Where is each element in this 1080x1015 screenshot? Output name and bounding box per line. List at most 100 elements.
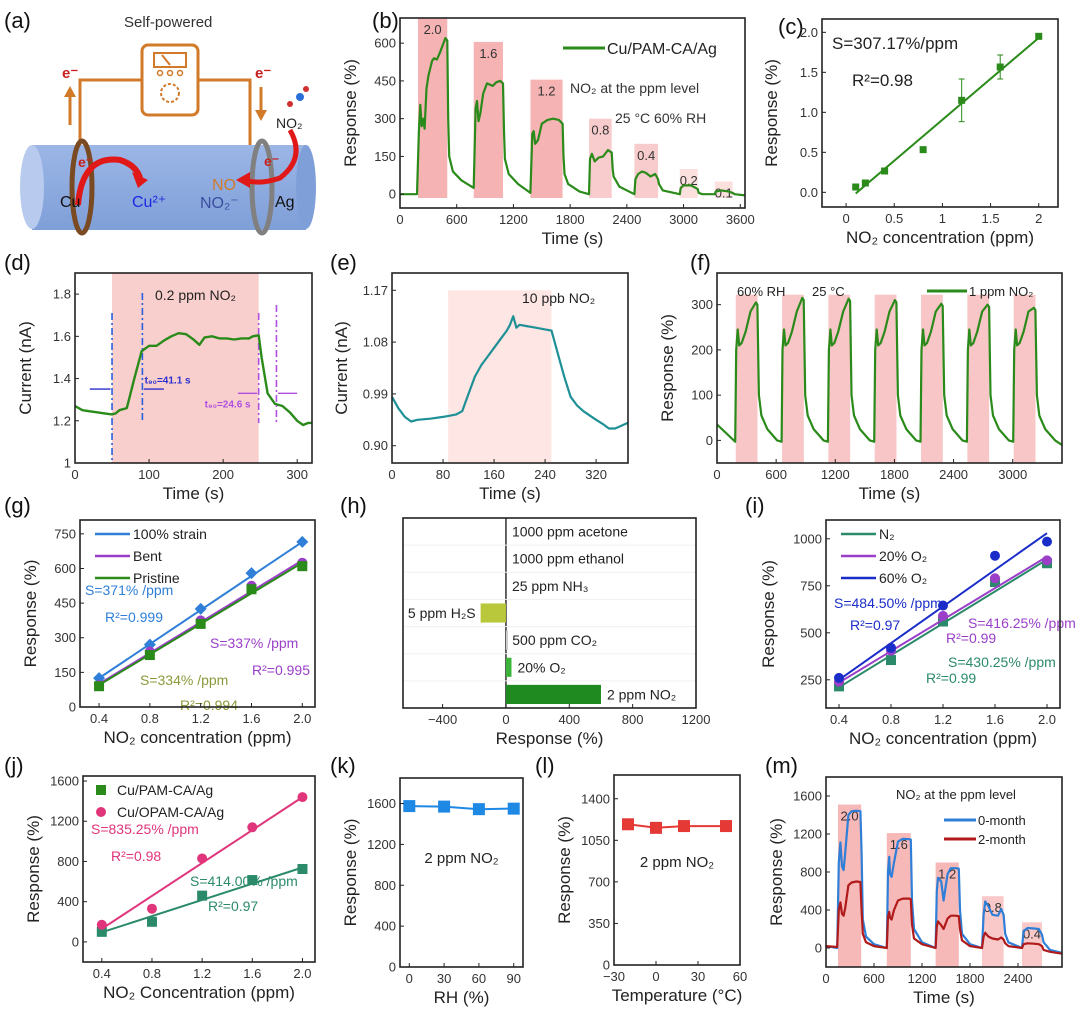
plot-frame xyxy=(74,272,313,464)
data-point xyxy=(1042,536,1052,547)
plot-frame xyxy=(82,775,316,963)
y-tick-label: 400 xyxy=(57,894,79,909)
data-point xyxy=(834,672,844,683)
data-point xyxy=(720,820,732,833)
y-tick-label: 150 xyxy=(374,149,396,164)
legend-label: 0-month xyxy=(978,813,1026,828)
y-axis-label: Response (%) xyxy=(341,59,360,167)
y-tick-label: 250 xyxy=(800,672,822,687)
annotation: t₉₀=24.6 s xyxy=(205,400,251,411)
arrowhead-icon xyxy=(132,172,148,188)
x-tick-label: 1200 xyxy=(682,712,711,727)
x-axis-label: Time (s) xyxy=(479,484,541,503)
data-point xyxy=(996,63,1004,71)
x-tick-label: 1800 xyxy=(956,971,985,986)
x-tick-label: 400 xyxy=(558,712,580,727)
x-tick-label: 0 xyxy=(406,971,413,986)
no2-molecule-icon xyxy=(287,86,309,107)
panel-a-schematic: Self-powered e⁻ e⁻ N xyxy=(20,14,316,236)
y-tick-label: 600 xyxy=(54,561,76,576)
data-point xyxy=(678,820,690,833)
category-label: 5 ppm H₂S xyxy=(408,605,476,621)
category-label: 500 ppm CO₂ xyxy=(512,632,597,648)
legend-label: 60% O₂ xyxy=(879,570,927,586)
y-tick-label: 0.90 xyxy=(363,438,388,453)
category-label: 1000 ppm ethanol xyxy=(512,551,624,567)
annotation: S=307.17%/ppm xyxy=(832,34,958,53)
x-tick-label: 1800 xyxy=(556,212,585,227)
fit-annotation: R²=0.995 xyxy=(252,662,310,678)
annotation: 10 ppb NO₂ xyxy=(522,290,595,306)
exposure-region xyxy=(838,804,862,967)
plot-frame xyxy=(399,17,746,209)
x-tick-label: 0 xyxy=(502,712,509,727)
x-tick-label: 80 xyxy=(436,467,450,482)
response-line xyxy=(409,805,514,811)
wire-right xyxy=(198,78,252,145)
current-curve xyxy=(391,315,629,430)
plot-frame xyxy=(821,18,1059,208)
y-tick-label: 1 xyxy=(64,456,71,471)
y-tick-label: 350 xyxy=(588,916,610,931)
exposure-region xyxy=(448,290,552,463)
y-tick-label: 1600 xyxy=(50,774,79,789)
data-point xyxy=(96,919,107,930)
y-tick-label: 1.08 xyxy=(363,335,388,350)
data-point xyxy=(958,96,966,104)
x-tick-label: 0 xyxy=(71,467,78,482)
ag-label: Ag xyxy=(275,194,295,211)
concentration-label: 0.8 xyxy=(984,900,1002,915)
plot-frame xyxy=(391,272,629,464)
panel-label-k: (k) xyxy=(330,753,356,778)
annotation: 0.2 ppm NO₂ xyxy=(155,287,236,303)
data-point xyxy=(245,567,258,580)
concentration-label: 1.6 xyxy=(479,46,497,61)
x-tick-label: 0 xyxy=(713,467,720,482)
y-tick-label: 0.0 xyxy=(800,185,818,200)
y-tick-label: 0 xyxy=(69,700,76,715)
y-tick-label: 1.8 xyxy=(53,287,71,302)
fit-annotation: R²=0.98 xyxy=(111,848,161,864)
panel-label-d: (d) xyxy=(4,250,31,275)
x-tick-label: 0 xyxy=(652,969,659,984)
x-tick-label: 600 xyxy=(863,971,885,986)
x-tick-label: 300 xyxy=(286,467,308,482)
wire-left xyxy=(78,78,142,145)
y-axis-label: Response (%) xyxy=(658,314,677,422)
fit-annotation: S=334% /ppm xyxy=(140,672,228,688)
fiber-cylinder xyxy=(20,145,316,230)
data-point xyxy=(507,802,520,815)
data-point xyxy=(146,903,157,914)
x-tick-label: 1.2 xyxy=(192,711,210,726)
x-tick-label: 2 xyxy=(1035,211,1042,226)
concentration-label: 0.1 xyxy=(715,186,733,201)
data-point xyxy=(919,146,927,154)
y-tick-label: 0 xyxy=(603,958,610,973)
fit-annotation: S=430.25% /ppm xyxy=(948,654,1056,670)
panel-labels: (a) (b) (c) (d) (e) (f) (g) (h) (i) (j) (k) (l) (m) xyxy=(4,8,804,778)
category-label: 20% O₂ xyxy=(517,659,565,675)
response-line xyxy=(627,823,726,829)
cu-electrode-ring xyxy=(69,138,95,236)
panel-label-b: (b) xyxy=(372,8,399,33)
data-point xyxy=(1035,32,1043,40)
fit-annotation: R²=0.99 xyxy=(926,670,976,686)
concentration-label: 0.4 xyxy=(637,148,655,163)
response-curve xyxy=(825,880,1063,955)
data-point xyxy=(1042,555,1052,566)
self-powered-title: Self-powered xyxy=(124,14,212,31)
x-tick-label: 600 xyxy=(765,467,787,482)
panel-label-e: (e) xyxy=(330,250,357,275)
legend-label: Pristine xyxy=(133,570,180,586)
exposure-region xyxy=(1013,294,1036,463)
exposure-region xyxy=(679,168,698,198)
bar xyxy=(505,657,512,677)
legend-label: 100% strain xyxy=(133,526,207,542)
y-axis-label: Response (%) xyxy=(767,818,786,926)
fit-annotation: S=414.00% /ppm xyxy=(190,873,298,889)
y-tick-label: 0.5 xyxy=(800,145,818,160)
annotation: NO₂ at the ppm level xyxy=(896,787,1016,802)
x-tick-label: 2400 xyxy=(939,467,968,482)
y-axis-label: Response (%) xyxy=(759,560,778,668)
